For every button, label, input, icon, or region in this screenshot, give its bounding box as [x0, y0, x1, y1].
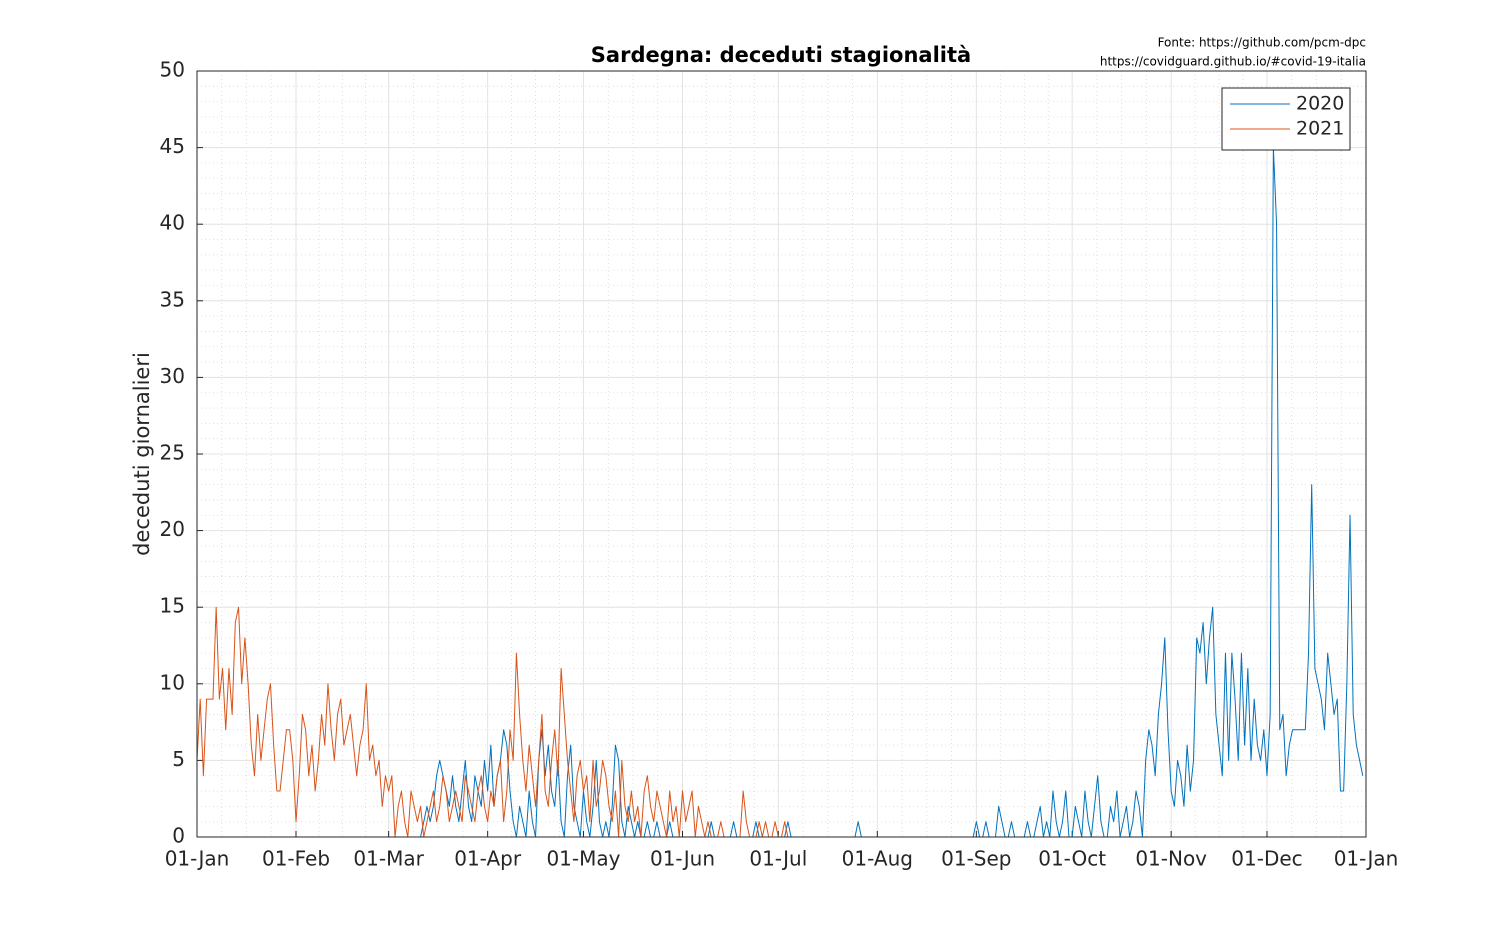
source-line: https://covidguard.github.io/#covid-19-i…	[1100, 55, 1366, 69]
x-tick-label: 01-Jan	[165, 847, 230, 871]
x-tick-label: 01-Apr	[454, 847, 522, 871]
x-tick-label: 01-Sep	[941, 847, 1011, 871]
x-tick-label: 01-May	[546, 847, 620, 871]
y-tick-label: 5	[172, 747, 185, 771]
x-tick-label: 01-Aug	[842, 847, 913, 871]
x-tick-label: 01-Jun	[650, 847, 715, 871]
x-tick-label: 01-Jan	[1334, 847, 1399, 871]
y-tick-label: 30	[160, 364, 185, 388]
x-tick-label: 01-Jul	[749, 847, 807, 871]
data-line	[196, 606, 789, 838]
y-tick-label: 50	[160, 58, 185, 82]
y-tick-label: 40	[160, 211, 185, 235]
x-tick-label: 01-Mar	[353, 847, 424, 871]
legend: 2020 2021	[1221, 87, 1351, 151]
legend-label: 2020	[1296, 93, 1344, 115]
x-tick-label: 01-Nov	[1135, 847, 1207, 871]
y-axis-label: deceduti giornalieri	[130, 352, 154, 556]
y-tick-label: 10	[160, 670, 185, 694]
chart-title: Sardegna: deceduti stagionalità	[591, 43, 971, 67]
legend-label: 2021	[1296, 118, 1344, 140]
y-tick-label: 0	[172, 824, 185, 848]
y-tick-label: 35	[160, 287, 185, 311]
y-tick-label: 20	[160, 517, 185, 541]
x-tick-label: 01-Oct	[1038, 847, 1106, 871]
legend-box	[1221, 87, 1351, 151]
y-tick-label: 25	[160, 441, 185, 465]
y-tick-label: 45	[160, 134, 185, 158]
x-tick-label: 01-Feb	[262, 847, 330, 871]
x-tick-label: 01-Dec	[1231, 847, 1302, 871]
axes-box	[196, 70, 1367, 838]
source-line: Fonte: https://github.com/pcm-dpc	[1158, 36, 1366, 50]
y-tick-label: 15	[160, 594, 185, 618]
